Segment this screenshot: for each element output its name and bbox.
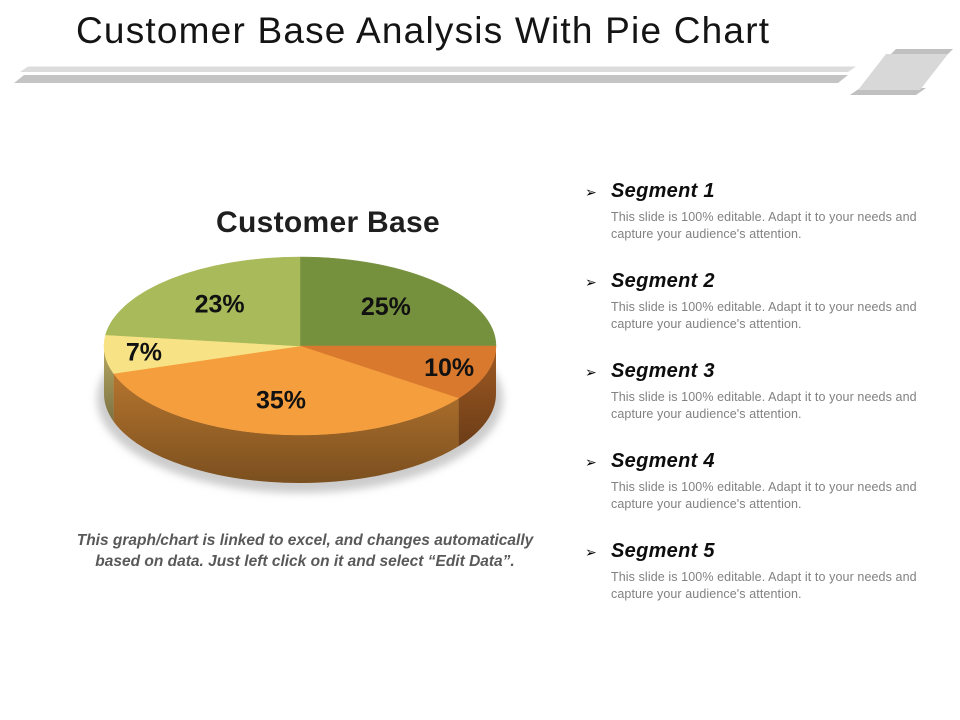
segment-list: ➢ Segment 1 This slide is 100% editable.… <box>585 179 945 629</box>
segment-description-line2: capture your audience's attention. <box>611 587 802 601</box>
chart-caption: This graph/chart is linked to excel, and… <box>63 530 547 572</box>
corner-decoration-strip-bottom <box>850 88 926 95</box>
svg-text:10%: 10% <box>424 354 474 382</box>
segment-item: ➢ Segment 4 This slide is 100% editable.… <box>585 449 945 513</box>
segment-description: This slide is 100% editable. Adapt it to… <box>611 209 945 243</box>
segment-label: Segment 2 <box>611 270 715 292</box>
segment-heading: ➢ Segment 2 <box>585 269 945 295</box>
segment-item: ➢ Segment 5 This slide is 100% editable.… <box>585 539 945 603</box>
chart-caption-line1: This graph/chart is linked to excel, and… <box>76 532 534 549</box>
segment-description-line2: capture your audience's attention. <box>611 497 802 511</box>
arrowhead-bullet-icon: ➢ <box>585 275 597 291</box>
divider-line-dark <box>14 75 848 83</box>
segment-item: ➢ Segment 3 This slide is 100% editable.… <box>585 359 945 423</box>
segment-label: Segment 1 <box>611 180 715 202</box>
page-title: Customer Base Analysis With Pie Chart <box>76 10 771 51</box>
svg-text:25%: 25% <box>361 293 411 321</box>
segment-description-line1: This slide is 100% editable. Adapt it to… <box>611 390 917 404</box>
segment-item: ➢ Segment 1 This slide is 100% editable.… <box>585 179 945 243</box>
chart-caption-line2: based on data. Just left click on it and… <box>95 553 515 570</box>
segment-description: This slide is 100% editable. Adapt it to… <box>611 389 945 423</box>
segment-heading: ➢ Segment 3 <box>585 359 945 385</box>
segment-description-line1: This slide is 100% editable. Adapt it to… <box>611 210 917 224</box>
segment-description-line1: This slide is 100% editable. Adapt it to… <box>611 300 917 314</box>
arrowhead-bullet-icon: ➢ <box>585 185 597 201</box>
segment-heading: ➢ Segment 1 <box>585 179 945 205</box>
segment-label: Segment 4 <box>611 450 715 472</box>
chart-title: Customer Base <box>216 206 440 239</box>
svg-text:23%: 23% <box>195 291 245 319</box>
segment-description: This slide is 100% editable. Adapt it to… <box>611 479 945 513</box>
segment-heading: ➢ Segment 4 <box>585 449 945 475</box>
segment-description: This slide is 100% editable. Adapt it to… <box>611 569 945 603</box>
segment-description-line2: capture your audience's attention. <box>611 407 802 421</box>
svg-text:35%: 35% <box>256 387 306 415</box>
segment-label: Segment 3 <box>611 360 715 382</box>
segment-description-line2: capture your audience's attention. <box>611 227 802 241</box>
divider-line-light <box>20 66 856 72</box>
segment-description-line1: This slide is 100% editable. Adapt it to… <box>611 480 917 494</box>
segment-heading: ➢ Segment 5 <box>585 539 945 565</box>
corner-decoration-strip-top <box>887 49 953 58</box>
corner-decoration-main <box>858 54 948 90</box>
segment-item: ➢ Segment 2 This slide is 100% editable.… <box>585 269 945 333</box>
segment-description-line1: This slide is 100% editable. Adapt it to… <box>611 570 917 584</box>
arrowhead-bullet-icon: ➢ <box>585 455 597 471</box>
svg-text:7%: 7% <box>126 339 162 367</box>
arrowhead-bullet-icon: ➢ <box>585 365 597 381</box>
segment-label: Segment 5 <box>611 540 715 562</box>
segment-description-line2: capture your audience's attention. <box>611 317 802 331</box>
arrowhead-bullet-icon: ➢ <box>585 545 597 561</box>
segment-description: This slide is 100% editable. Adapt it to… <box>611 299 945 333</box>
pie-chart-svg: 25% 10% 35% 7% 23% <box>97 256 503 493</box>
